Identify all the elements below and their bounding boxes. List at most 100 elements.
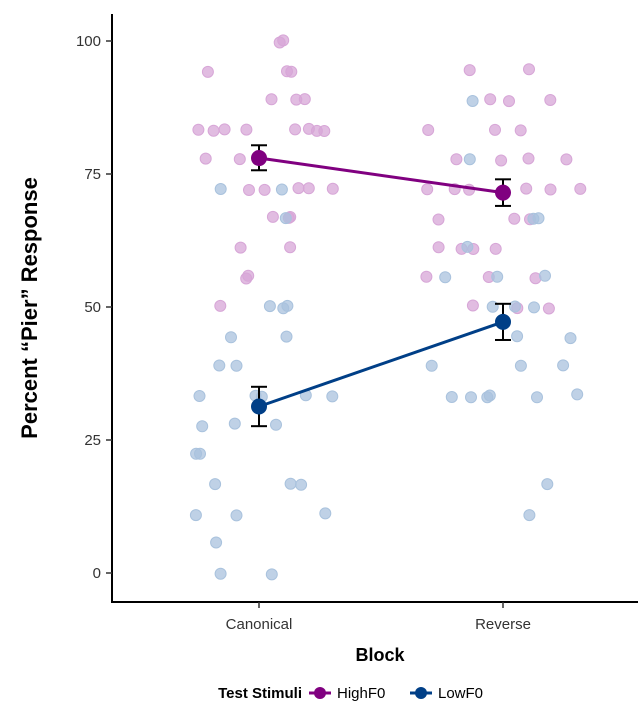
point-highf0-reverse (495, 154, 508, 167)
mean-markers (251, 150, 511, 415)
point-highf0-canonical (201, 65, 214, 78)
point-lowf0-reverse (571, 388, 584, 401)
point-lowf0-reverse (461, 240, 474, 253)
point-highf0-reverse (544, 183, 557, 196)
point-lowf0-reverse (425, 359, 438, 372)
point-lowf0-canonical (270, 418, 282, 431)
point-highf0-canonical (218, 123, 231, 136)
point-highf0-canonical (266, 210, 279, 223)
point-highf0-canonical (242, 269, 255, 282)
point-lowf0-canonical (279, 212, 292, 225)
point-lowf0-canonical (319, 507, 332, 520)
point-lowf0-canonical (214, 183, 227, 195)
point-lowf0-canonical (280, 330, 293, 343)
point-highf0-reverse (466, 299, 479, 312)
point-highf0-reverse (450, 153, 463, 166)
y-tick-label: 50 (84, 299, 101, 316)
point-highf0-reverse (574, 182, 587, 195)
point-highf0-reverse (489, 242, 502, 255)
point-highf0-reverse (484, 93, 497, 106)
mean-line-lowf0 (258, 320, 504, 408)
point-lowf0-reverse (491, 270, 504, 283)
mean-marker-lowf0-canonical (251, 398, 267, 415)
point-highf0-canonical (318, 125, 331, 137)
point-highf0-canonical (292, 182, 305, 195)
point-lowf0-reverse (483, 389, 496, 402)
point-lowf0-canonical (210, 536, 223, 549)
point-lowf0-canonical (265, 568, 278, 581)
y-tick-label: 0 (93, 565, 101, 582)
y-ticks: 0 25 50 75 100 (76, 33, 112, 582)
point-highf0-canonical (243, 184, 255, 196)
mean-marker-highf0-canonical (251, 150, 267, 167)
point-highf0-reverse (489, 123, 501, 136)
y-axis-title: Percent “Pier” Response (17, 177, 42, 439)
point-lowf0-canonical (275, 183, 288, 196)
point-lowf0-canonical (213, 359, 226, 372)
point-highf0-reverse (422, 124, 435, 136)
point-lowf0-reverse (528, 301, 540, 314)
legend: Test Stimuli HighF0 LowF0 (218, 685, 483, 702)
point-lowf0-reverse (527, 212, 540, 225)
legend-label-highf0: HighF0 (337, 685, 385, 702)
point-highf0-canonical (233, 153, 246, 166)
y-tick-label: 25 (84, 432, 101, 449)
point-highf0-reverse (508, 212, 521, 225)
point-lowf0-canonical (230, 509, 243, 522)
x-tick-label: Canonical (226, 616, 293, 633)
point-highf0-reverse (560, 153, 573, 166)
point-highf0-reverse (523, 63, 535, 76)
point-lowf0-reverse (539, 269, 551, 282)
point-highf0-reverse (514, 124, 527, 137)
point-highf0-canonical (284, 241, 297, 254)
jitter-points (189, 34, 587, 581)
point-lowf0-reverse (541, 478, 554, 491)
x-axis-title: Block (355, 645, 405, 665)
point-highf0-canonical (302, 122, 315, 135)
point-highf0-canonical (298, 93, 311, 106)
point-highf0-canonical (258, 183, 271, 196)
point-lowf0-reverse (509, 300, 521, 313)
point-lowf0-canonical (196, 420, 209, 433)
point-lowf0-canonical (284, 477, 297, 490)
point-lowf0-canonical (281, 299, 294, 312)
point-lowf0-canonical (189, 509, 202, 522)
point-highf0-canonical (234, 241, 247, 254)
point-highf0-canonical (302, 182, 315, 195)
point-lowf0-reverse (531, 391, 543, 404)
point-highf0-reverse (503, 95, 515, 108)
point-lowf0-reverse (514, 359, 527, 372)
mean-lines (258, 156, 504, 408)
point-lowf0-reverse (465, 391, 477, 404)
point-lowf0-reverse (564, 332, 577, 345)
point-highf0-canonical (289, 123, 302, 136)
point-highf0-reverse (463, 64, 476, 77)
legend-title: Test Stimuli (218, 685, 302, 702)
point-lowf0-reverse (466, 95, 479, 107)
point-highf0-canonical (199, 152, 212, 165)
point-lowf0-canonical (228, 417, 241, 430)
point-lowf0-reverse (511, 330, 524, 343)
point-lowf0-canonical (194, 447, 206, 460)
point-lowf0-canonical (295, 478, 308, 491)
mean-marker-highf0-reverse (495, 184, 511, 201)
point-lowf0-reverse (523, 509, 536, 522)
point-highf0-reverse (421, 183, 434, 196)
point-highf0-reverse (432, 213, 445, 226)
point-lowf0-canonical (326, 390, 339, 403)
point-lowf0-canonical (225, 331, 237, 344)
y-tick-label: 75 (84, 166, 101, 183)
point-highf0-canonical (214, 299, 227, 312)
point-highf0-canonical (265, 93, 278, 106)
point-highf0-reverse (542, 302, 555, 315)
x-ticks: Canonical Reverse (226, 602, 531, 633)
mean-line-highf0 (258, 156, 504, 195)
point-highf0-canonical (326, 182, 339, 195)
point-highf0-reverse (520, 182, 533, 195)
point-lowf0-canonical (209, 478, 222, 491)
point-lowf0-reverse (463, 153, 476, 166)
mean-marker-lowf0-reverse (495, 313, 511, 330)
point-lowf0-canonical (263, 300, 276, 313)
point-highf0-canonical (273, 36, 286, 49)
